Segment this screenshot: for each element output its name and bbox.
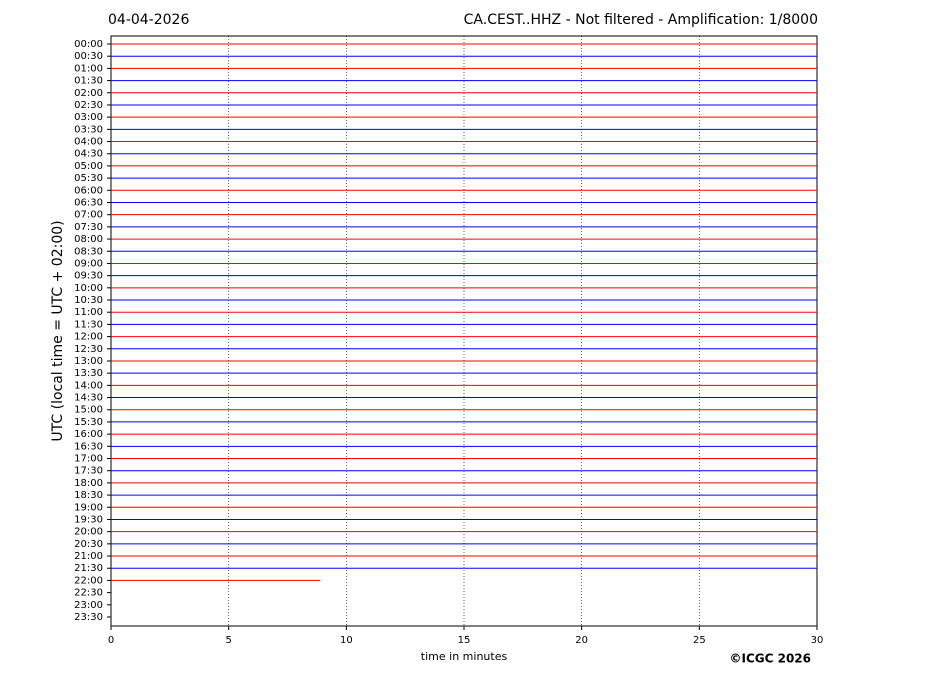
y-tick-label: 22:30 xyxy=(74,588,103,599)
chart-date: 04-04-2026 xyxy=(108,12,189,28)
y-tick-label: 11:30 xyxy=(74,319,103,330)
y-tick-label: 23:30 xyxy=(74,612,103,623)
y-tick-label: 01:00 xyxy=(74,63,103,74)
y-tick-label: 16:30 xyxy=(74,441,103,452)
y-tick-label: 21:30 xyxy=(74,563,103,574)
y-tick-label: 00:00 xyxy=(74,39,103,50)
y-tick-label: 03:00 xyxy=(74,112,103,123)
y-tick-label: 15:00 xyxy=(74,405,103,416)
y-tick-label: 18:30 xyxy=(74,490,103,501)
y-tick-label: 08:00 xyxy=(74,234,103,245)
x-tick-label: 25 xyxy=(693,635,706,646)
x-tick-label: 15 xyxy=(458,635,471,646)
y-tick-label: 10:00 xyxy=(74,283,103,294)
y-tick-label: 16:00 xyxy=(74,429,103,440)
y-tick-label: 01:30 xyxy=(74,76,103,87)
y-tick-label: 18:00 xyxy=(74,478,103,489)
y-tick-label: 21:00 xyxy=(74,551,103,562)
y-tick-label: 20:30 xyxy=(74,539,103,550)
y-tick-label: 08:30 xyxy=(74,246,103,257)
y-tick-label: 07:00 xyxy=(74,210,103,221)
y-axis-label: UTC (local time = UTC + 02:00) xyxy=(50,220,66,441)
y-tick-label: 06:00 xyxy=(74,185,103,196)
y-tick-label: 04:30 xyxy=(74,149,103,160)
y-tick-label: 17:30 xyxy=(74,466,103,477)
y-tick-label: 13:30 xyxy=(74,368,103,379)
x-tick-label: 10 xyxy=(340,635,353,646)
x-tick-label: 5 xyxy=(225,635,231,646)
y-tick-label: 23:00 xyxy=(74,600,103,611)
y-tick-label: 12:30 xyxy=(74,344,103,355)
chart-title: CA.CEST..HHZ - Not filtered - Amplificat… xyxy=(464,12,818,28)
y-tick-label: 19:30 xyxy=(74,514,103,525)
y-tick-label: 03:30 xyxy=(74,124,103,135)
y-tick-label: 04:00 xyxy=(74,137,103,148)
y-tick-label: 07:30 xyxy=(74,222,103,233)
y-tick-label: 20:00 xyxy=(74,527,103,538)
y-tick-label: 15:30 xyxy=(74,417,103,428)
y-tick-label: 17:00 xyxy=(74,454,103,465)
y-tick-label: 14:00 xyxy=(74,380,103,391)
y-tick-label: 13:00 xyxy=(74,356,103,367)
y-tick-label: 05:00 xyxy=(74,161,103,172)
y-tick-label: 00:30 xyxy=(74,51,103,62)
y-tick-label: 19:00 xyxy=(74,502,103,513)
y-tick-label: 06:30 xyxy=(74,197,103,208)
x-tick-label: 0 xyxy=(108,635,114,646)
y-tick-label: 09:30 xyxy=(74,271,103,282)
y-tick-label: 05:30 xyxy=(74,173,103,184)
y-tick-label: 02:30 xyxy=(74,100,103,111)
y-tick-label: 09:00 xyxy=(74,258,103,269)
y-tick-label: 11:00 xyxy=(74,307,103,318)
y-tick-label: 10:30 xyxy=(74,295,103,306)
x-tick-label: 20 xyxy=(575,635,588,646)
y-tick-label: 14:30 xyxy=(74,393,103,404)
y-tick-label: 12:00 xyxy=(74,332,103,343)
x-axis-label: time in minutes xyxy=(421,650,508,663)
copyright: ©ICGC 2026 xyxy=(729,652,811,666)
y-tick-label: 22:00 xyxy=(74,575,103,586)
y-tick-label: 02:00 xyxy=(74,88,103,99)
x-tick-label: 30 xyxy=(811,635,824,646)
